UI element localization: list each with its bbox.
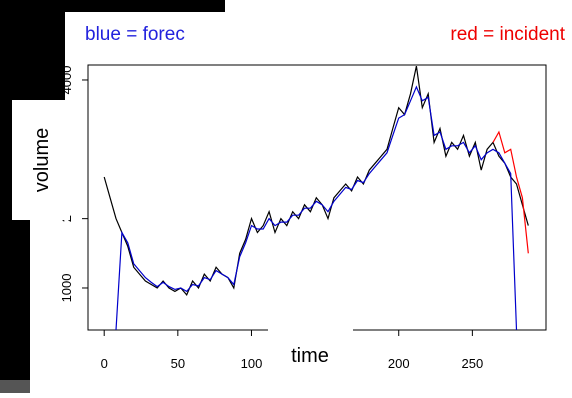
y-axis-label: volume (31, 128, 53, 192)
overlay (0, 380, 30, 393)
x-tick-label: 250 (462, 356, 484, 371)
y-tick-label: 1000 (59, 274, 74, 303)
series-line (103, 65, 529, 297)
x-axis-label: time (291, 345, 329, 367)
series-line (115, 85, 518, 331)
series-line (492, 130, 529, 254)
x-tick-label: 100 (241, 356, 263, 371)
x-tick-label: 200 (388, 356, 410, 371)
x-tick-label: 50 (171, 356, 185, 371)
legend-text: blue = forec (85, 24, 185, 45)
legend-text: red = incident (450, 24, 565, 45)
x-tick-label: 0 (101, 356, 108, 371)
overlay (30, 40, 65, 100)
xlabel-box (268, 322, 353, 374)
ylabel-box (12, 100, 70, 220)
